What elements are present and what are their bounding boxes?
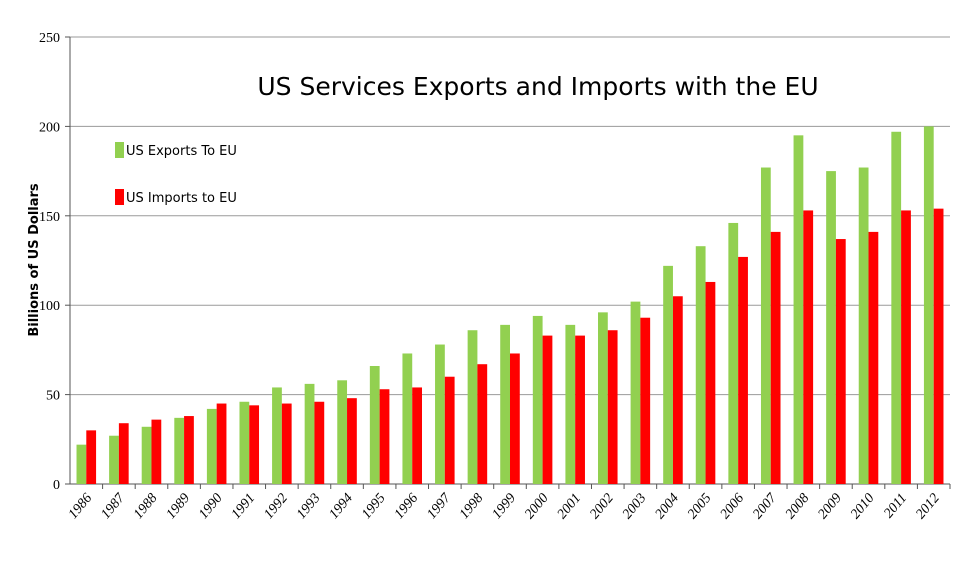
- bar: [858, 167, 869, 485]
- y-axis-label: Billions of US Dollars: [27, 183, 42, 337]
- x-tick-label: 1987: [98, 490, 128, 522]
- bar: [705, 281, 716, 484]
- bar: [477, 364, 488, 484]
- bar: [272, 387, 282, 484]
- bar: [728, 222, 739, 484]
- bar: [379, 389, 390, 484]
- y-tick-label: 250: [39, 31, 60, 46]
- bar: [770, 231, 781, 484]
- y-tick-label: 50: [46, 389, 60, 404]
- bar: [467, 330, 478, 484]
- x-tick-label: 1992: [261, 491, 290, 522]
- bar: [868, 231, 879, 484]
- chart-title: US Services Exports and Imports with the…: [257, 72, 818, 101]
- bar: [532, 315, 543, 484]
- bar: [118, 423, 129, 484]
- legend-swatch: [115, 142, 124, 158]
- bar: [575, 335, 585, 484]
- bar: [444, 376, 455, 484]
- x-tick-label: 1991: [229, 491, 258, 522]
- x-tick-label: 2009: [816, 491, 845, 522]
- x-tick-label: 2006: [718, 491, 747, 522]
- y-tick-label: 0: [53, 478, 60, 493]
- bar: [565, 324, 576, 484]
- x-tick-label: 1995: [359, 491, 388, 522]
- x-tick-label: 2003: [620, 491, 649, 522]
- bar: [206, 408, 217, 484]
- bar: [695, 246, 706, 484]
- legend-label: US Imports to EU: [126, 191, 237, 206]
- bar: [402, 353, 413, 484]
- bar: [738, 256, 748, 484]
- x-tick-label: 2005: [685, 491, 714, 522]
- bar: [216, 403, 227, 484]
- bar: [369, 365, 380, 484]
- bar: [151, 419, 162, 484]
- bar: [76, 444, 87, 484]
- legend-swatch: [115, 189, 124, 205]
- bar: [640, 317, 651, 484]
- bar: [510, 353, 520, 484]
- x-tick-label: 2012: [913, 491, 942, 522]
- bar: [760, 167, 771, 485]
- bar: [347, 398, 357, 484]
- bar: [249, 405, 260, 484]
- x-tick-label: 2001: [555, 491, 584, 522]
- bar: [598, 312, 608, 484]
- x-tick-label: 1994: [327, 491, 356, 522]
- bar: [174, 417, 185, 484]
- bar: [672, 296, 683, 484]
- bar: [109, 435, 119, 484]
- bar: [500, 324, 510, 484]
- bar: [923, 126, 934, 485]
- x-tick-label: 2000: [522, 491, 551, 522]
- bar: [901, 210, 911, 484]
- x-tick-label: 2008: [783, 491, 812, 522]
- x-tick-label: 1997: [424, 490, 454, 522]
- bar: [141, 426, 152, 484]
- x-tick-label: 1986: [66, 491, 95, 522]
- bar: [281, 403, 292, 484]
- bar: [542, 335, 553, 484]
- legend-label: US Exports To EU: [126, 144, 237, 159]
- x-tick-label: 1993: [294, 491, 323, 522]
- x-tick-label: 1988: [131, 491, 160, 522]
- x-tick-label: 1990: [196, 491, 225, 522]
- bar: [835, 239, 846, 484]
- x-tick-label: 1996: [392, 491, 421, 522]
- x-tick-label: 2004: [653, 491, 682, 522]
- x-tick-label: 1989: [164, 491, 193, 522]
- bar: [630, 301, 641, 484]
- x-tick-label: 2002: [587, 491, 616, 522]
- y-tick-label: 100: [39, 299, 60, 314]
- bar: [607, 330, 618, 484]
- bar: [826, 171, 836, 484]
- bar: [793, 135, 804, 484]
- bar: [239, 401, 250, 484]
- y-tick-label: 200: [39, 120, 60, 135]
- x-tick-label: 2011: [881, 491, 910, 521]
- bar: [412, 387, 422, 484]
- bar: [304, 383, 315, 484]
- y-tick-label: 150: [39, 210, 60, 225]
- bar: [86, 430, 97, 484]
- bar: [891, 131, 902, 484]
- bar: [933, 208, 944, 484]
- bar: [663, 265, 673, 484]
- x-tick-label: 1999: [490, 491, 519, 522]
- bar: [337, 380, 348, 484]
- bar: [314, 401, 325, 484]
- x-tick-label: 2010: [848, 491, 877, 522]
- bar: [184, 416, 194, 484]
- x-tick-label: 2007: [750, 490, 780, 522]
- bar: [435, 344, 445, 484]
- bar: [803, 210, 814, 484]
- x-tick-label: 1998: [457, 491, 486, 522]
